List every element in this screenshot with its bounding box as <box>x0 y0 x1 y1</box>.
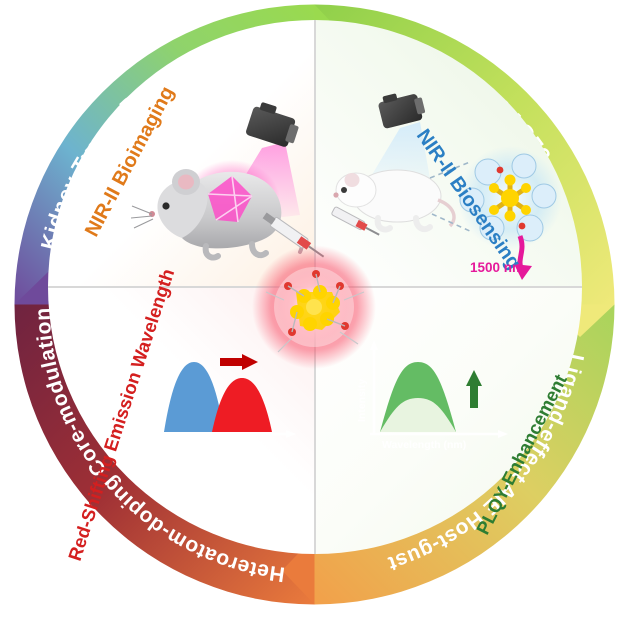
cluster-model <box>459 153 557 242</box>
ylabel-red-shift: Intensity <box>140 379 152 422</box>
red-shift-arrow <box>220 354 258 370</box>
xlabel-plqy: Wavelength (nm) <box>382 439 466 451</box>
camera-icon-right <box>378 93 426 129</box>
ylabel-plqy: Intensity <box>356 379 368 422</box>
mouse-illustration-right <box>331 93 562 280</box>
plqy-up-arrow <box>466 370 482 408</box>
title-nir2-bioimaging: NIR-II Bioimaging <box>81 83 179 240</box>
chart-red-shift: Intensity Wavelength (nm) <box>124 336 304 466</box>
chart-plqy: Intensity Wavelength (nm) <box>336 336 516 466</box>
xlabel-red-shift: Wavelength (nm) <box>168 439 252 451</box>
title-nir2-biosensing: NIR-II Biosensing <box>412 125 525 273</box>
camera-icon-left <box>246 102 299 147</box>
quadrant-top-right <box>315 20 582 287</box>
syringe-icon-right <box>331 206 380 236</box>
mouse-illustration-left <box>130 102 325 261</box>
annotation-1500nm: 1500 nm <box>470 260 524 275</box>
center-core <box>252 245 376 369</box>
